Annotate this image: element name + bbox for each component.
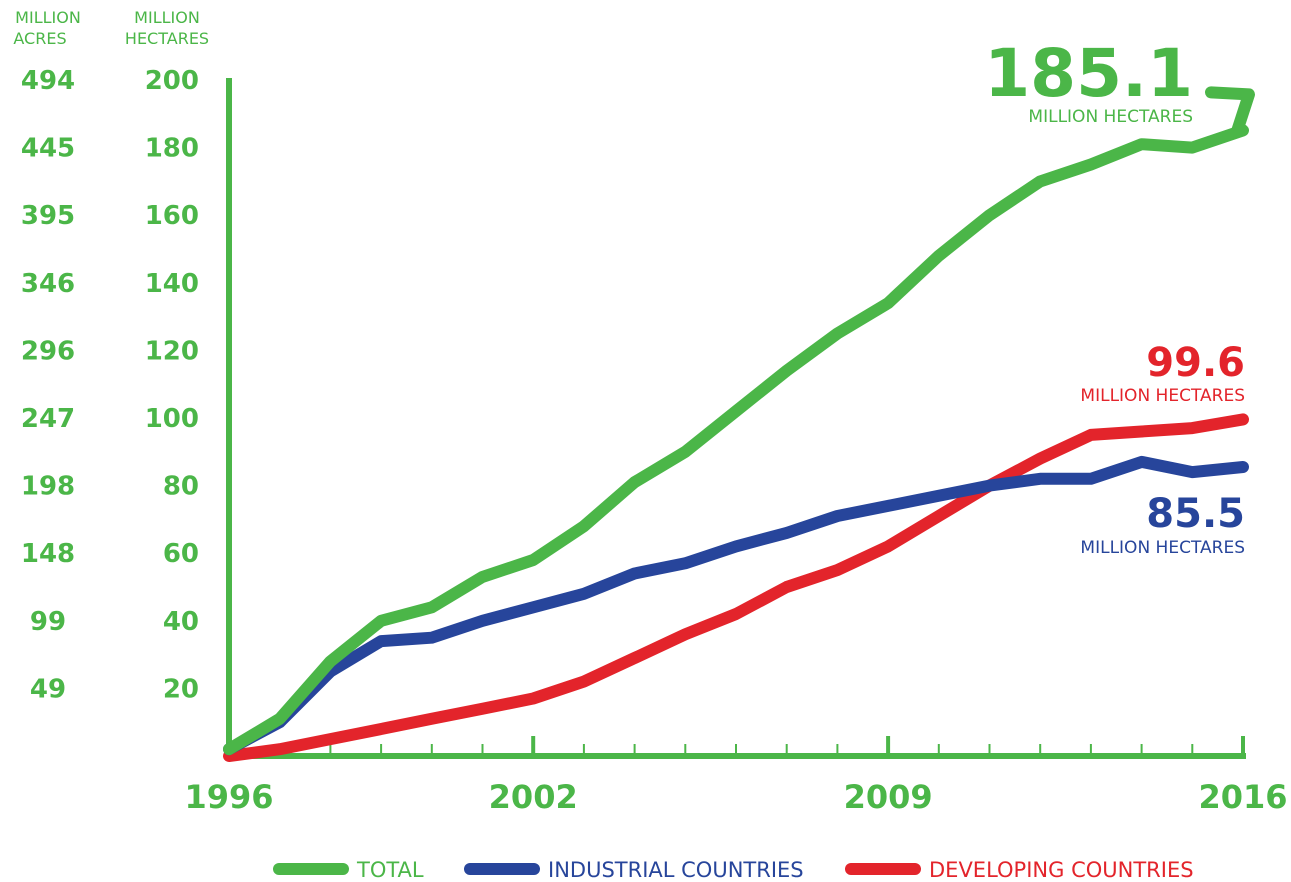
total-arrow-head (1205, 86, 1255, 138)
developing-annotation-unit: MILLION HECTARES (1080, 386, 1245, 406)
legend-label: DEVELOPING COUNTRIES (929, 858, 1194, 882)
y2-tick-label: 346 (21, 269, 75, 299)
y2-axis-title-line-1: MILLION (15, 8, 81, 27)
industrial-annotation-unit: MILLION HECTARES (1080, 538, 1245, 558)
y-tick-label: 140 (145, 269, 199, 299)
axes (226, 78, 1246, 759)
series-lines (223, 86, 1255, 762)
legend-label: TOTAL (356, 858, 424, 882)
industrial-annotation-value: 85.5 (1146, 491, 1245, 537)
total-annotation-unit: MILLION HECTARES (1028, 107, 1193, 127)
y2-tick-label: 494 (21, 66, 75, 96)
y-tick-label: 80 (163, 472, 199, 502)
y-tick-label: 200 (145, 66, 199, 96)
legend-label: INDUSTRIAL COUNTRIES (548, 858, 804, 882)
legend: TOTAL INDUSTRIAL COUNTRIES DEVELOPING COUN… (273, 858, 1194, 882)
y2-axis-title-line-2: ACRES (13, 29, 66, 48)
y2-tick-label: 247 (21, 404, 75, 434)
y-tick-label: 20 (163, 674, 199, 704)
x-tick-label: 1996 (184, 778, 273, 816)
total-annotation-value: 185.1 (984, 35, 1193, 112)
y2-tick-label: 99 (30, 607, 66, 637)
developing-annotation-value: 99.6 (1146, 340, 1245, 386)
y2-tick-label: 445 (21, 134, 75, 164)
y2-tick-label: 148 (21, 539, 75, 569)
x-tick-label: 2016 (1198, 778, 1287, 816)
x-tick-label: 2002 (489, 778, 578, 816)
y-tick-label: 160 (145, 201, 199, 231)
y2-tick-label: 395 (21, 201, 75, 231)
x-axis-ticks: 1996 2002 2009 2016 (184, 778, 1287, 816)
series-line-total (223, 124, 1249, 756)
y-axis-ticks: 20 40 60 80 100 120 140 160 180 200 (145, 66, 199, 704)
y2-axis-ticks: 49 99 148 198 247 296 346 395 445 494 (21, 66, 75, 704)
y-tick-label: 60 (163, 539, 199, 569)
y-tick-label: 120 (145, 336, 199, 366)
y2-tick-label: 49 (30, 674, 66, 704)
y-axis-titles: MILLION ACRES MILLION HECTARES (13, 8, 209, 48)
y-tick-label: 100 (145, 404, 199, 434)
x-tick-label: 2009 (844, 778, 933, 816)
y-axis-title-line-1: MILLION (134, 8, 200, 27)
y-axis-title-line-2: HECTARES (125, 29, 209, 48)
series-line-industrial-countries (223, 455, 1249, 756)
y2-tick-label: 198 (21, 472, 75, 502)
y2-tick-label: 296 (21, 336, 75, 366)
y-tick-label: 180 (145, 134, 199, 164)
series-line-developing-countries (223, 413, 1249, 762)
y-tick-label: 40 (163, 607, 199, 637)
